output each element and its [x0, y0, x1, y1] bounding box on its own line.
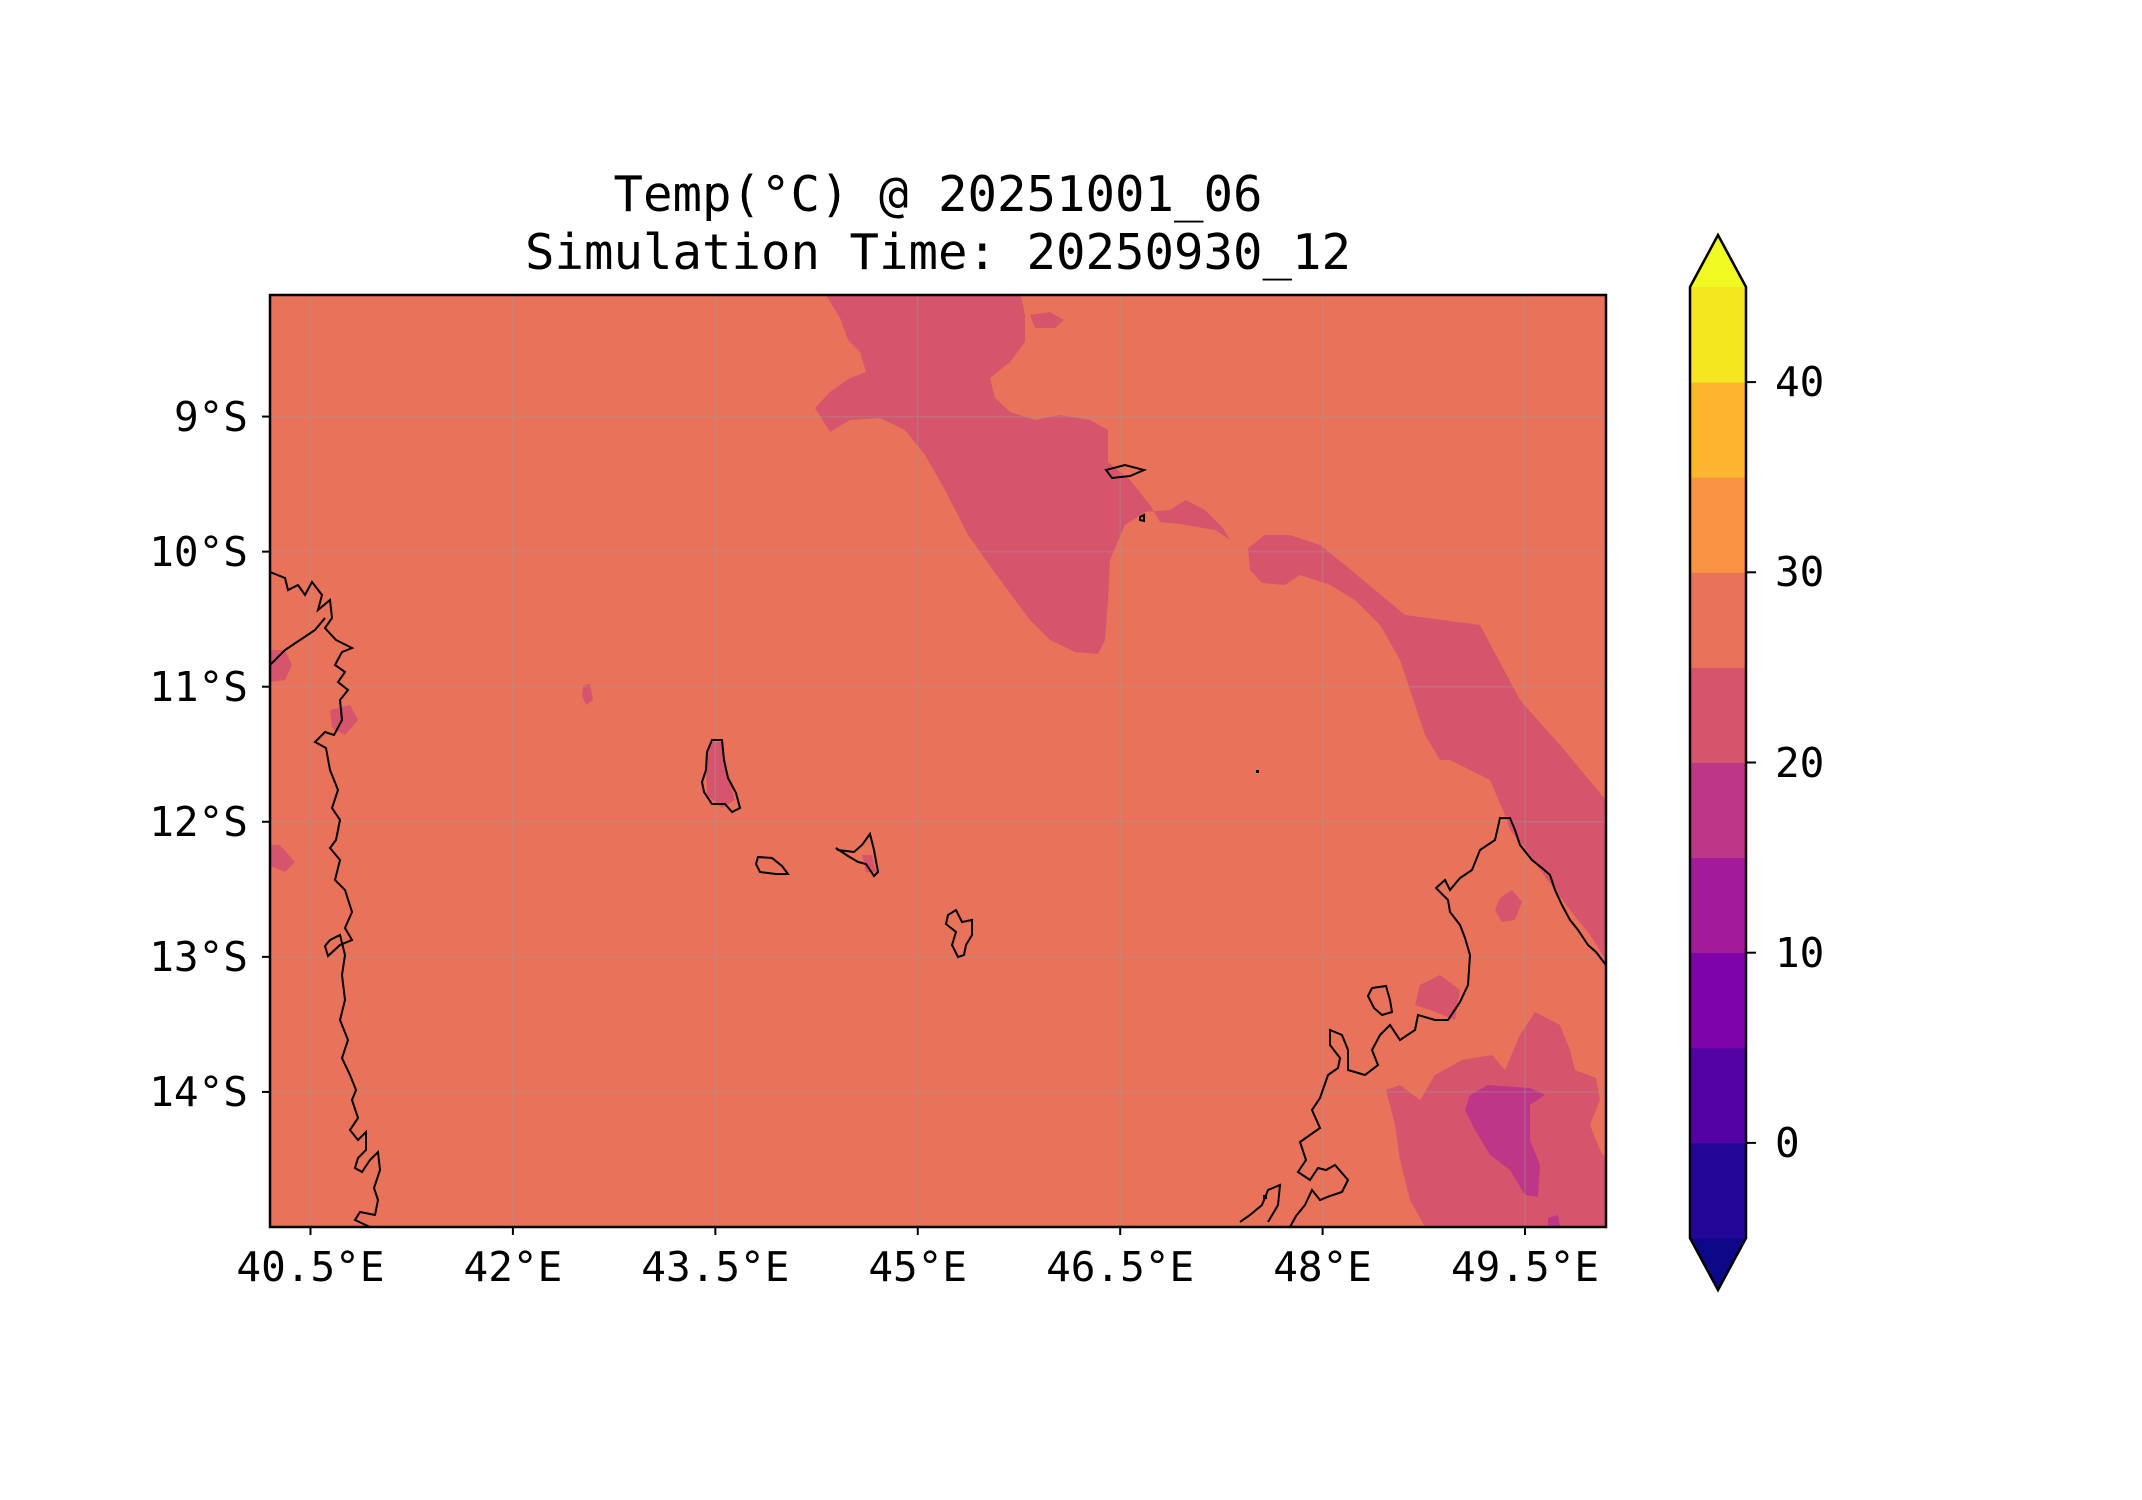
temp-region-highlands-spot: [1548, 1215, 1560, 1227]
x-tick-label: 42°E: [463, 1243, 563, 1291]
map-subtitle: Simulation Time: 20250930_12: [524, 224, 1351, 281]
coastline-glorieuses: [1104, 463, 1148, 480]
map-title: Temp(°C) @ 20251001_06: [613, 166, 1263, 223]
y-tick-label: 10°S: [149, 527, 248, 576]
temp-region-comoros-1: [706, 742, 735, 808]
temp-region-west-coast-spot: [270, 650, 292, 682]
colorbar-tick-label: 20: [1775, 738, 1825, 787]
coastline-anjouan: [835, 831, 880, 878]
coastline-mayotte: [944, 908, 973, 959]
coastline-islet: [1139, 513, 1145, 523]
colorbar-segment: [1690, 1142, 1746, 1239]
coastline-africa: [270, 571, 382, 1227]
y-tick-label: 13°S: [149, 932, 248, 981]
y-tick-label: 14°S: [149, 1067, 248, 1116]
coastline-africa-shore: [270, 617, 326, 666]
temp-region-north-tongue: [815, 295, 1230, 654]
map-frame: [268, 293, 1608, 1229]
colorbar-tick-label: 10: [1775, 928, 1825, 977]
colorbar-extend-min: [1690, 1238, 1746, 1290]
islet-mark-2: [1256, 770, 1259, 773]
colorbar-segment: [1690, 1047, 1746, 1144]
map-gridlines: [270, 295, 1606, 1227]
colorbar-tick-label: 0: [1775, 1118, 1800, 1167]
x-tick-label: 46.5°E: [1046, 1243, 1195, 1291]
colorbar-segment: [1690, 287, 1746, 383]
x-tick-label: 40.5°E: [236, 1243, 385, 1291]
coastline-nosy-be: [1366, 984, 1394, 1017]
y-tick-label: 9°S: [173, 392, 248, 441]
x-axis-ticks: [309, 1227, 1527, 1235]
colorbar-segment: [1690, 857, 1746, 954]
coastline-moheli: [754, 855, 790, 875]
coastline-madagascar: [1289, 817, 1606, 1227]
colorbar-segment: [1690, 952, 1746, 1049]
x-tick-label: 45°E: [868, 1243, 968, 1291]
colorbar-extend-max: [1690, 235, 1746, 287]
temp-region-west-coast-spot-3: [270, 845, 295, 872]
coastline-grande-comore: [700, 739, 742, 814]
temp-region-small-spot: [582, 684, 593, 705]
colorbar-segment: [1690, 382, 1746, 478]
map-plot-area: [270, 295, 1606, 1227]
coastlines: [270, 463, 1606, 1227]
temp-region-nw-madagascar-spot: [1495, 890, 1522, 922]
temp-region-madagascar-west: [1415, 975, 1460, 1020]
x-tick-label: 49.5°E: [1450, 1243, 1600, 1291]
y-tick-label: 11°S: [149, 662, 248, 711]
temp-region-ne-band: [1248, 535, 1606, 960]
colorbar: [1688, 232, 1756, 1293]
x-tick-label: 48°E: [1273, 1243, 1372, 1291]
y-axis-ticks: [262, 415, 270, 1093]
colorbar-segment: [1690, 477, 1746, 573]
colorbar-outline: [1688, 232, 1748, 1293]
colorbar-segment: [1690, 762, 1746, 859]
temp-region-north-spot: [1030, 312, 1064, 328]
colorbar-segment: [1690, 667, 1746, 763]
x-tick-label: 43.5°E: [641, 1243, 790, 1291]
islet-mark: [1263, 1195, 1267, 1199]
colorbar-tick-label: 40: [1775, 358, 1825, 407]
temp-region-highlands-15-20: [1465, 1085, 1545, 1197]
colorbar-tick-label: 30: [1775, 548, 1825, 597]
colorbar-segment: [1690, 572, 1746, 668]
y-tick-label: 12°S: [149, 797, 248, 846]
temp-region-comoros-2: [862, 855, 876, 872]
coastline-madagascar-south: [1239, 1183, 1282, 1223]
